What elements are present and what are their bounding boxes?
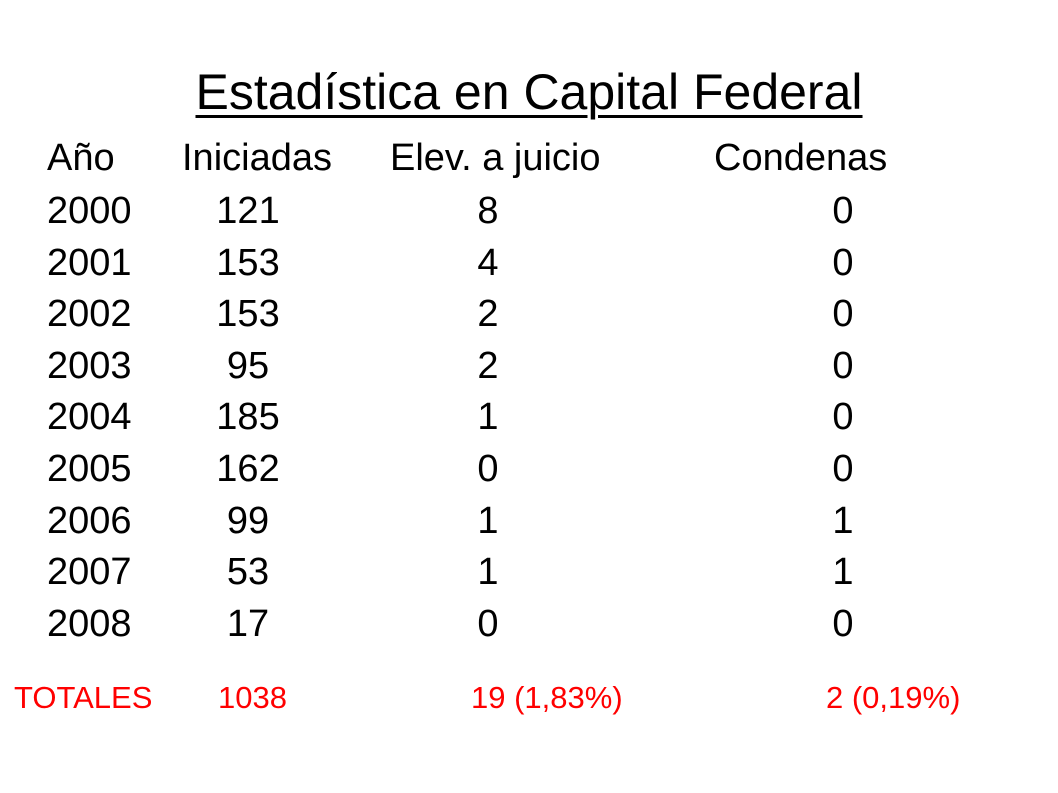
cell-elevadas: 1 xyxy=(477,551,499,594)
header-elevadas: Elev. a juicio xyxy=(390,137,601,179)
cell-year: 2003 xyxy=(47,344,132,387)
page-title: Estadística en Capital Federal xyxy=(195,64,863,120)
cell-elevadas: 0 xyxy=(477,602,499,645)
cell-iniciadas: 121 xyxy=(216,190,280,232)
cell-year: 2004 xyxy=(47,396,132,439)
cell-elevadas: 2 xyxy=(477,293,499,336)
totals-iniciadas: 1038 xyxy=(218,680,287,715)
cell-iniciadas: 162 xyxy=(216,448,280,490)
cell-year: 2007 xyxy=(47,551,132,594)
cell-iniciadas: 99 xyxy=(226,499,270,542)
cell-elevadas: 1 xyxy=(477,499,499,542)
cell-condenas: 0 xyxy=(832,293,854,336)
cell-condenas: 0 xyxy=(832,241,854,284)
cell-iniciadas: 185 xyxy=(216,396,280,439)
cell-condenas: 1 xyxy=(832,551,854,594)
cell-elevadas: 0 xyxy=(477,448,499,490)
cell-condenas: 0 xyxy=(832,396,854,439)
totals-label: TOTALES xyxy=(14,680,153,715)
totals-elevadas: 19 (1,83%) xyxy=(471,680,623,715)
cell-year: 2005 xyxy=(47,448,132,490)
cell-condenas: 0 xyxy=(832,602,854,645)
cell-elevadas: 1 xyxy=(477,396,499,439)
cell-year: 2006 xyxy=(47,499,132,542)
cell-condenas: 0 xyxy=(832,344,854,387)
cell-iniciadas: 153 xyxy=(216,241,280,284)
cell-condenas: 1 xyxy=(832,499,854,542)
cell-elevadas: 2 xyxy=(477,344,499,387)
cell-iniciadas: 153 xyxy=(216,293,280,336)
header-iniciadas: Iniciadas xyxy=(182,137,332,179)
cell-year: 2002 xyxy=(47,293,132,336)
cell-condenas: 0 xyxy=(832,190,854,232)
cell-iniciadas: 53 xyxy=(226,551,270,594)
cell-iniciadas: 95 xyxy=(226,344,270,387)
cell-elevadas: 8 xyxy=(477,190,499,232)
cell-condenas: 0 xyxy=(832,448,854,490)
header-condenas: Condenas xyxy=(714,137,888,179)
cell-elevadas: 4 xyxy=(477,241,499,284)
cell-year: 2008 xyxy=(47,602,132,645)
cell-iniciadas: 17 xyxy=(226,602,270,645)
cell-year: 2000 xyxy=(47,190,132,232)
header-year: Año xyxy=(47,137,115,179)
totals-condenas: 2 (0,19%) xyxy=(826,680,961,715)
cell-year: 2001 xyxy=(47,241,132,284)
